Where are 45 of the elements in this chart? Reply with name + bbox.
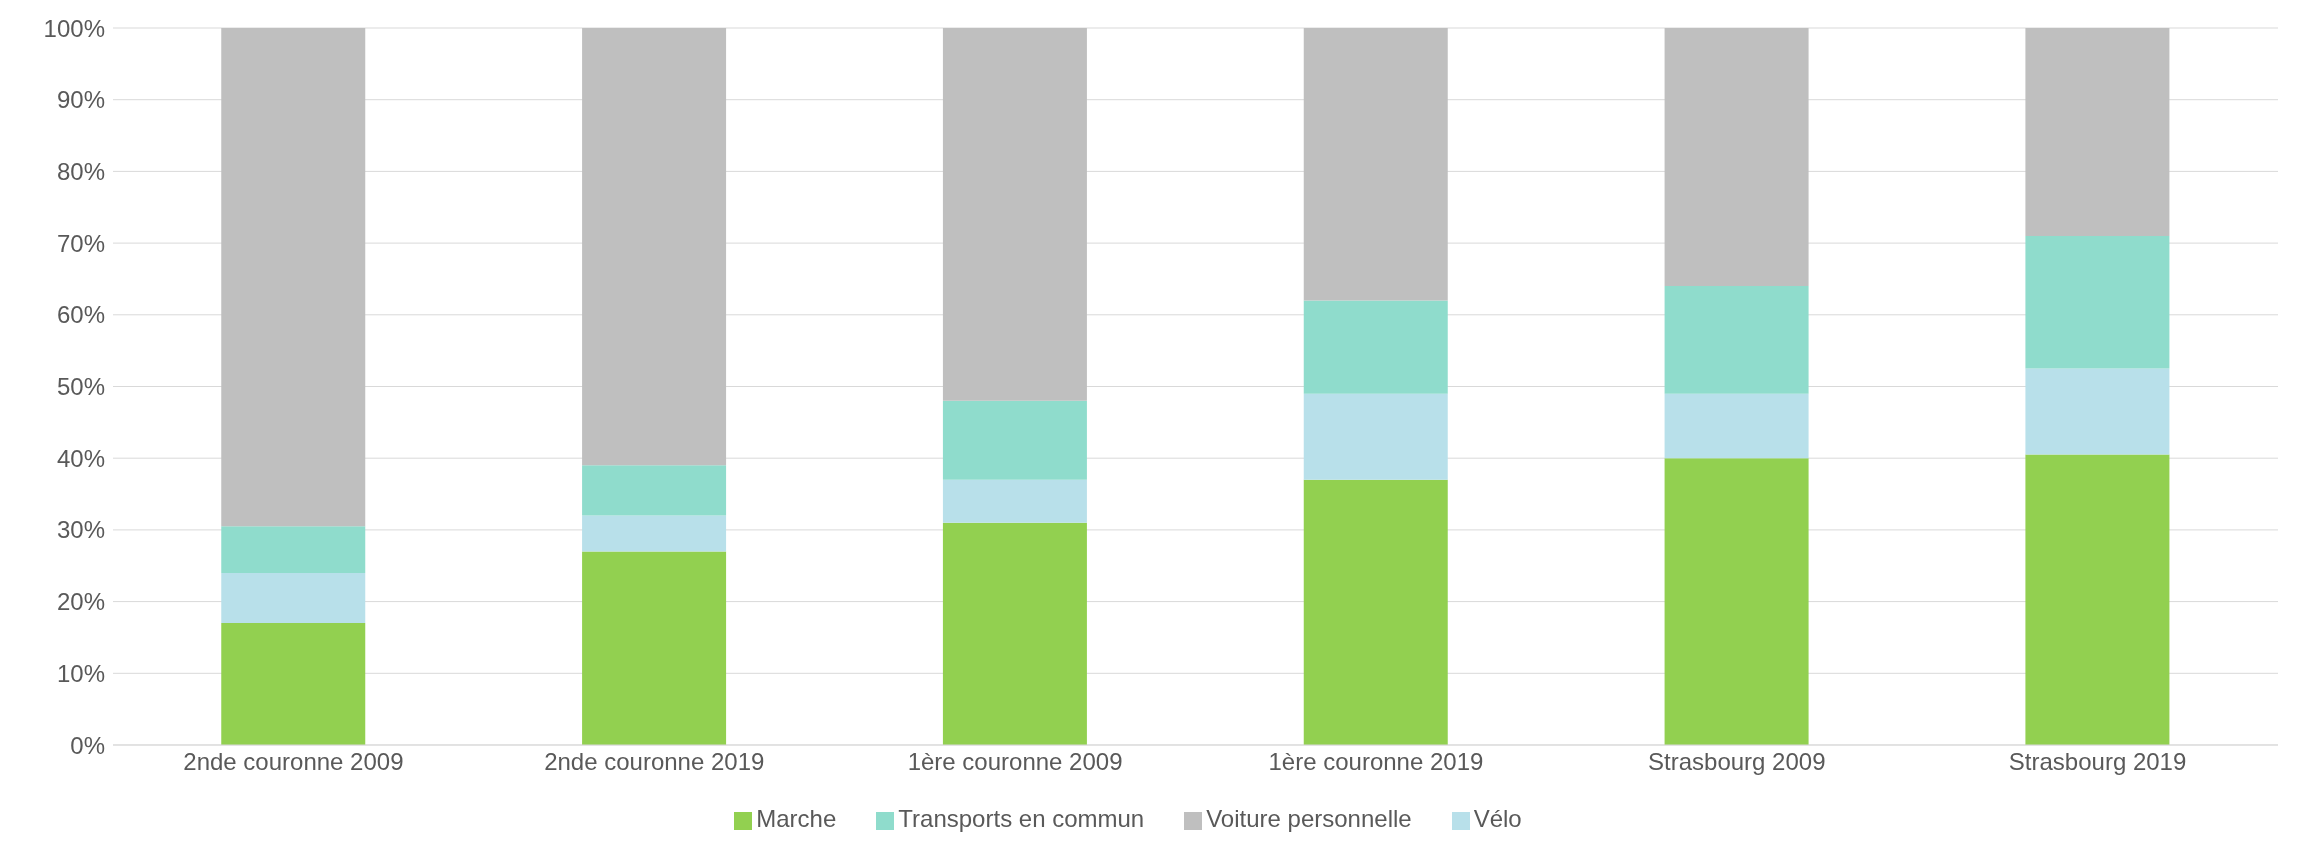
bar bbox=[221, 28, 366, 527]
x-tick-label: 2nde couronne 2009 bbox=[183, 748, 404, 776]
bar bbox=[2025, 28, 2170, 236]
bar bbox=[1303, 393, 1448, 480]
bar bbox=[582, 28, 727, 466]
y-tick-label: 10% bbox=[56, 659, 105, 687]
bar bbox=[221, 572, 366, 624]
bar bbox=[942, 479, 1087, 523]
bar bbox=[1664, 28, 1809, 287]
bar bbox=[942, 28, 1087, 401]
x-tick-label: 2nde couronne 2019 bbox=[544, 748, 765, 776]
y-tick-label: 70% bbox=[56, 229, 105, 257]
y-tick-label: 30% bbox=[56, 516, 105, 544]
legend-label: Voiture personnelle bbox=[1206, 805, 1412, 832]
x-tick-label: Strasbourg 2009 bbox=[1648, 748, 1826, 776]
bar bbox=[942, 522, 1087, 745]
bar bbox=[2025, 368, 2170, 455]
x-tick-label: Strasbourg 2019 bbox=[2008, 748, 2187, 776]
bar bbox=[1303, 479, 1448, 745]
legend-label: Transports en commun bbox=[898, 805, 1145, 832]
bar bbox=[1303, 28, 1448, 301]
y-tick-label: 100% bbox=[43, 14, 105, 42]
bar bbox=[942, 400, 1087, 480]
bar bbox=[582, 515, 727, 552]
y-tick-label: 60% bbox=[56, 301, 105, 329]
bar bbox=[221, 526, 366, 573]
y-tick-label: 90% bbox=[56, 86, 105, 114]
bar bbox=[221, 623, 366, 745]
bar bbox=[1664, 458, 1809, 745]
y-tick-label: 50% bbox=[56, 373, 105, 401]
y-tick-label: 20% bbox=[56, 588, 105, 616]
y-tick-label: 0% bbox=[70, 731, 105, 759]
bar bbox=[2025, 454, 2170, 745]
x-tick-label: 1ère couronne 2019 bbox=[1268, 748, 1484, 776]
legend-label: Vélo bbox=[1473, 805, 1522, 832]
y-tick-label: 80% bbox=[56, 157, 105, 185]
bar bbox=[1664, 286, 1809, 394]
legend-label: Marche bbox=[756, 805, 837, 832]
y-tick-label: 40% bbox=[56, 444, 105, 472]
x-tick-label: 1ère couronne 2009 bbox=[907, 748, 1123, 776]
bar bbox=[1303, 300, 1448, 394]
bar bbox=[2025, 235, 2170, 369]
bar bbox=[1664, 393, 1809, 459]
bar bbox=[582, 551, 727, 745]
bar bbox=[582, 465, 727, 516]
